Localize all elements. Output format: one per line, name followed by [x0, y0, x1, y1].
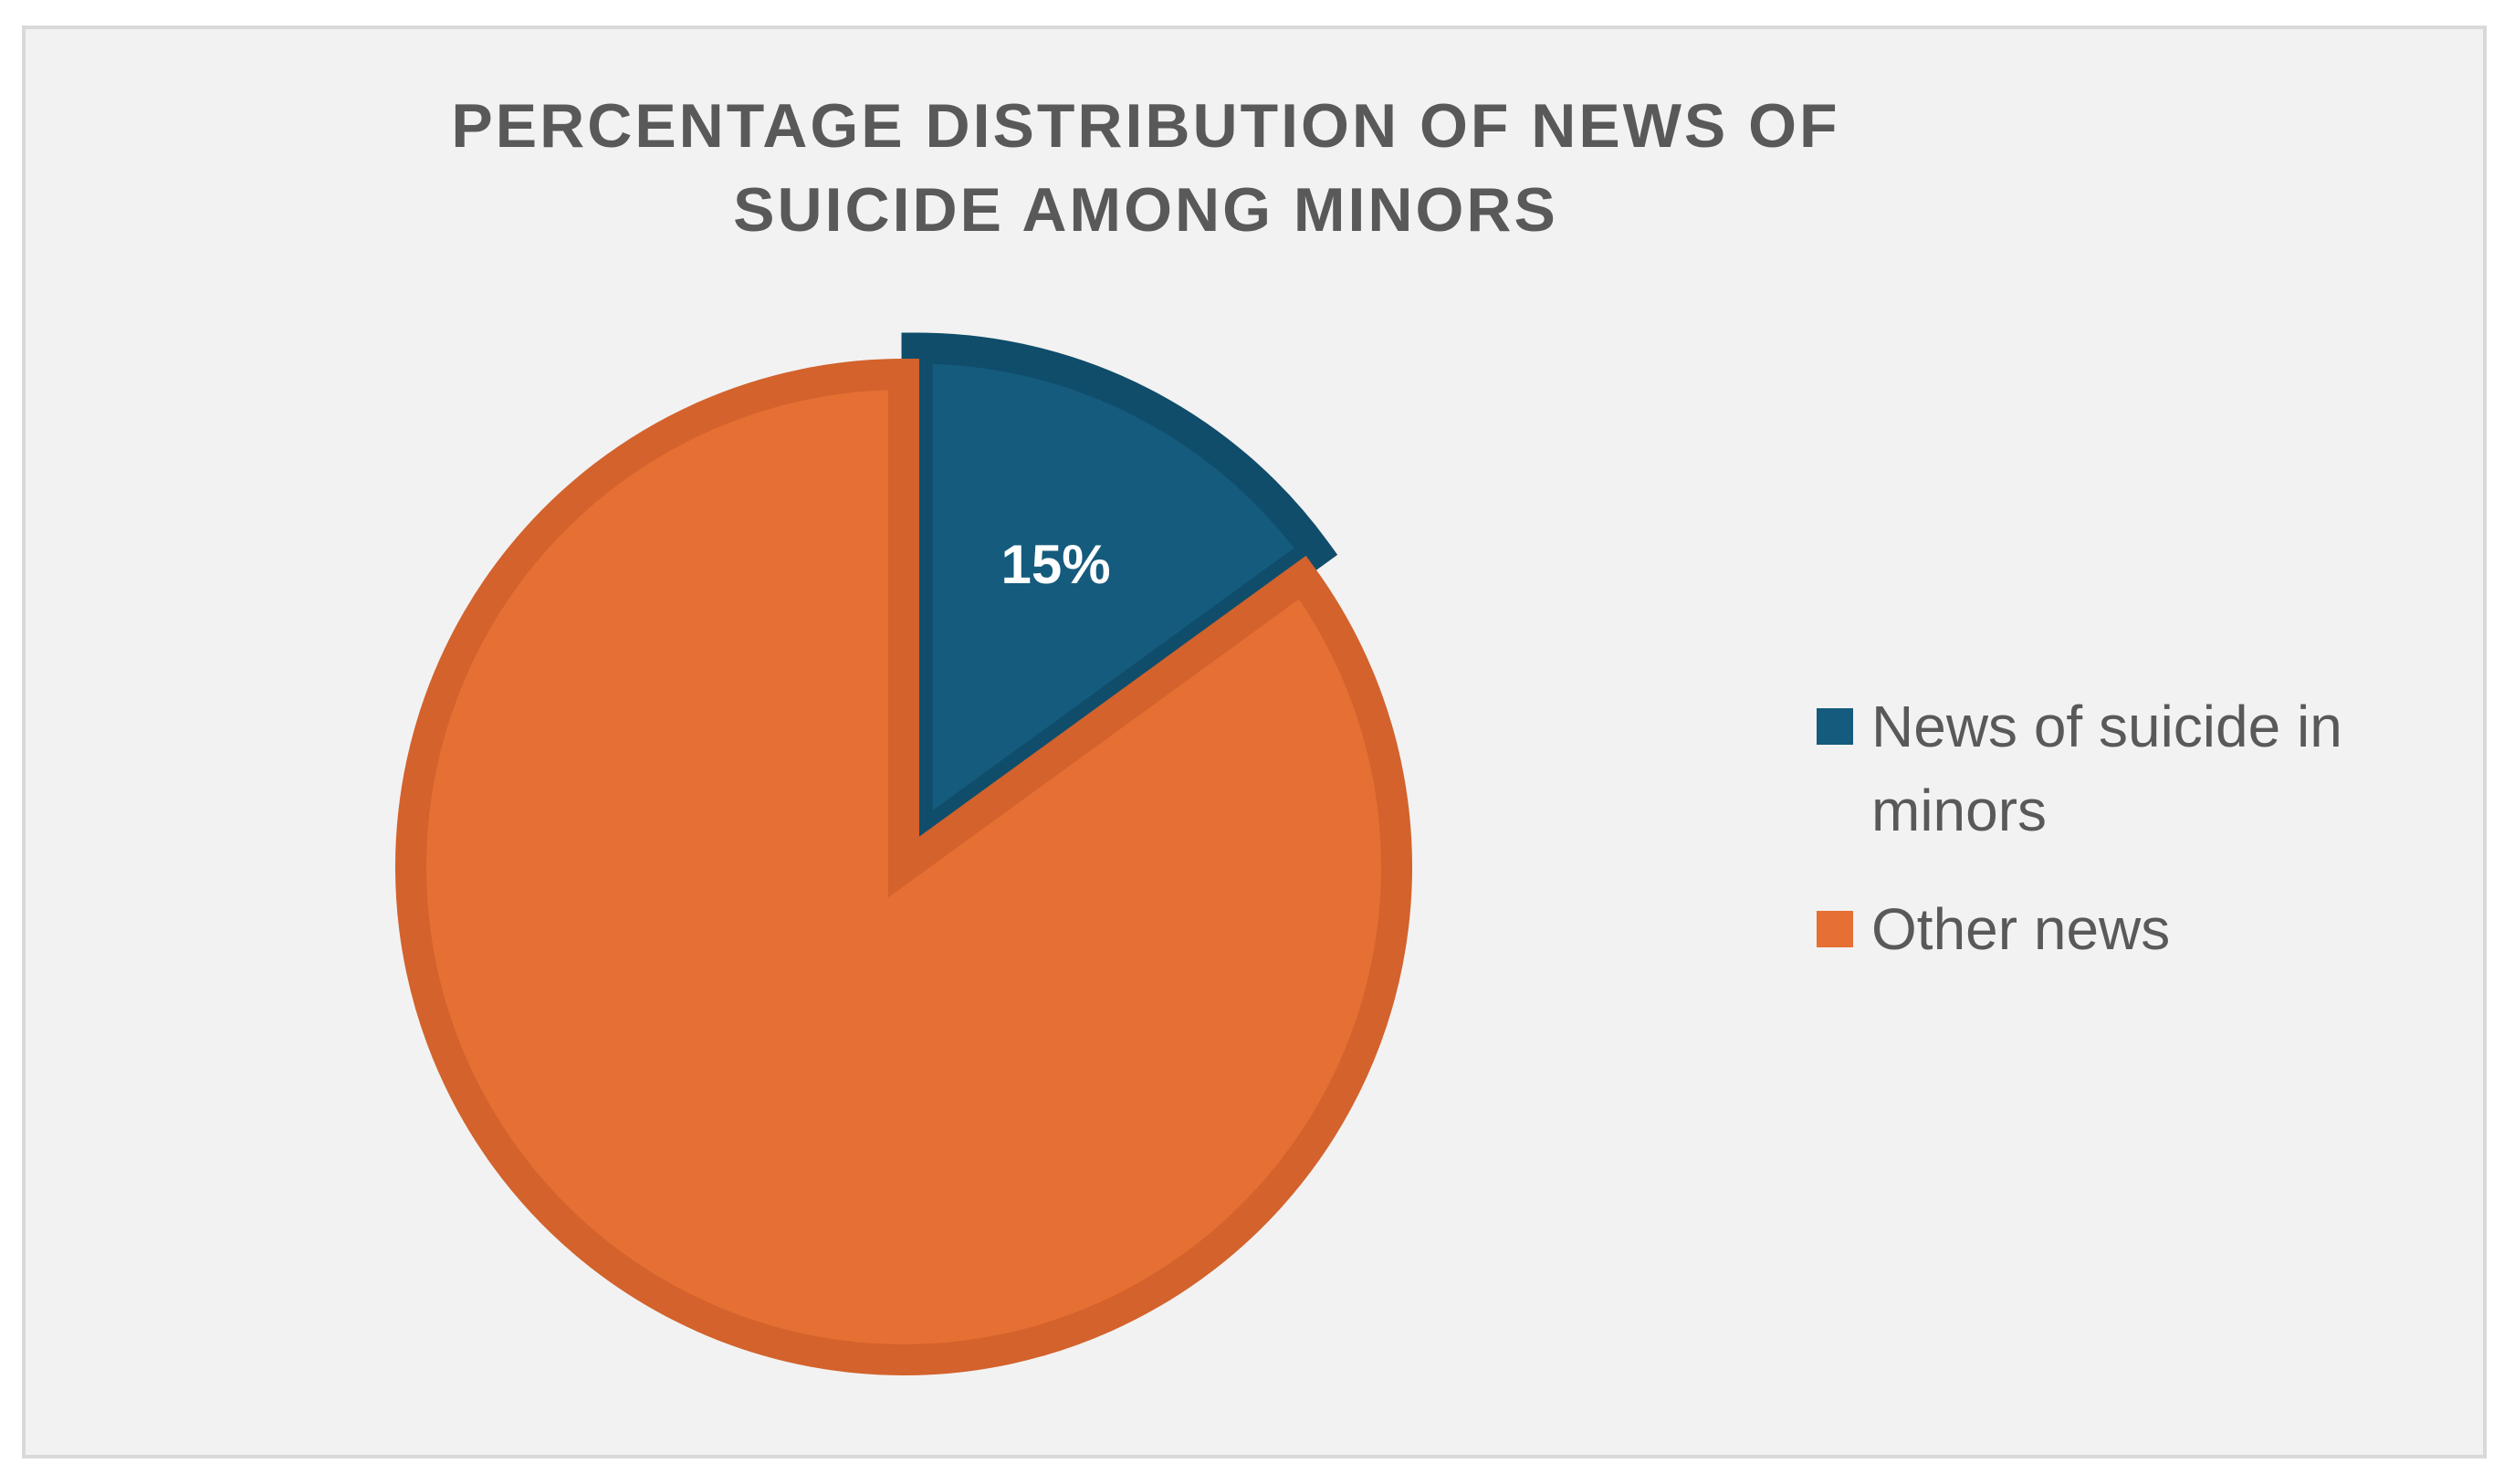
legend-label: News of suicide in minors	[1871, 694, 2342, 843]
legend-item-suicide-news[interactable]: News of suicide in minors	[1817, 685, 2456, 852]
legend-label: Other news	[1871, 896, 2171, 962]
legend-swatch	[1817, 911, 1853, 947]
pie-slice-other-news[interactable]	[395, 358, 1412, 1375]
legend-swatch	[1817, 708, 1853, 745]
legend-item-other-news[interactable]: Other news	[1817, 887, 2456, 971]
chart-title: PERCENTAGE DISTRIBUTION OF NEWS OF SUICI…	[451, 91, 1840, 245]
pie-slice-suicide-news[interactable]	[901, 332, 1338, 872]
data-label: 15%	[1001, 534, 1110, 595]
legend: News of suicide in minors Other news	[1817, 685, 2456, 1006]
